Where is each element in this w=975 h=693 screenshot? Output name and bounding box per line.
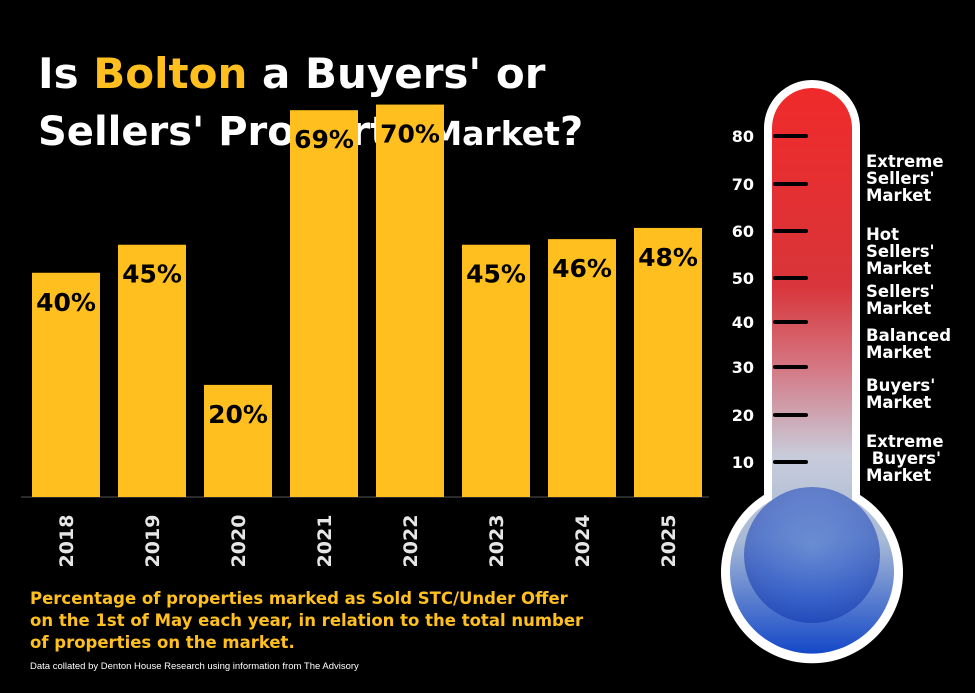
data-label-2018: 40% <box>36 288 96 317</box>
bar-2024 <box>548 239 616 497</box>
thermo-zone-line: Extreme <box>866 432 944 451</box>
title-highlight: Bolton <box>93 49 248 98</box>
thermo-zone-line: Market <box>866 186 931 205</box>
bar-2020 <box>204 384 272 497</box>
thermo-zone-line: Market <box>866 259 931 278</box>
thermo-zone-line: Market <box>866 343 931 362</box>
thermo-tick-label-30: 30 <box>732 358 754 377</box>
data-label-2020: 20% <box>208 400 268 429</box>
thermo-tick-label-80: 80 <box>732 127 754 146</box>
thermo-zone-line: Hot <box>866 225 899 244</box>
bar-2022 <box>376 104 444 498</box>
data-label-2019: 45% <box>122 260 182 289</box>
thermo-zone-line: Sellers' <box>866 242 935 261</box>
x-tick-label-2020: 2020 <box>228 515 250 568</box>
thermo-zone-line: Buyers' <box>866 376 935 395</box>
data-label-2022: 70% <box>380 120 440 149</box>
title-text-2: a Buyers' or <box>247 49 546 98</box>
thermo-tick-label-70: 70 <box>732 175 754 194</box>
title-text-1: Is <box>38 49 94 98</box>
x-tick-label-2023: 2023 <box>486 515 508 568</box>
data-label-2021: 69% <box>294 125 354 154</box>
thermo-tick-label-40: 40 <box>732 313 754 332</box>
thermo-zone-line: Market <box>866 466 931 485</box>
x-tick-label-2024: 2024 <box>572 515 594 568</box>
thermo-zone-line: Sellers' <box>866 169 935 188</box>
title-line-1: Is Bolton a Buyers' or <box>38 48 583 101</box>
bar-2023 <box>462 244 530 497</box>
thermo-zone-label: Hot Sellers' Market <box>866 225 935 278</box>
thermo-zone-label: Extreme Buyers' Market <box>866 432 944 485</box>
data-label-2024: 46% <box>552 254 612 283</box>
thermometer-bulb <box>744 487 880 623</box>
chart-caption: Percentage of properties marked as Sold … <box>30 589 584 652</box>
thermo-zone-line: Sellers' <box>866 282 935 301</box>
data-label-2023: 45% <box>466 260 526 289</box>
thermo-tick-label-60: 60 <box>732 222 754 241</box>
x-tick-label-2022: 2022 <box>400 515 422 568</box>
bar-2025 <box>634 227 702 497</box>
thermo-zone-line: Extreme <box>866 152 944 171</box>
x-tick-label-2019: 2019 <box>142 515 164 568</box>
data-label-2025: 48% <box>638 243 698 272</box>
bar-2021 <box>290 110 358 497</box>
thermo-tick-label-10: 10 <box>732 453 754 472</box>
thermo-zone-line: Market <box>866 393 931 412</box>
title-text-4: Market <box>429 113 560 153</box>
bar-2019 <box>118 244 186 497</box>
thermo-tick-label-20: 20 <box>732 406 754 425</box>
title-text-5: ? <box>559 108 584 155</box>
bar-2018 <box>32 272 100 497</box>
x-tick-label-2025: 2025 <box>658 515 680 568</box>
source-credit: Data collated by Denton House Research u… <box>30 661 359 672</box>
thermo-tick-label-50: 50 <box>732 269 754 288</box>
thermo-zone-line: Balanced <box>866 326 951 345</box>
thermo-zone-label: Extreme Sellers' Market <box>866 152 944 205</box>
thermo-zone-label: Balanced Market <box>866 326 951 362</box>
x-tick-label-2018: 2018 <box>56 515 78 568</box>
thermo-zone-label: Sellers' Market <box>866 282 935 318</box>
thermo-zone-line: Market <box>866 299 931 318</box>
thermo-zone-label: Buyers' Market <box>866 376 935 412</box>
x-tick-label-2021: 2021 <box>314 515 336 568</box>
thermo-zone-line: Buyers' <box>866 449 941 468</box>
